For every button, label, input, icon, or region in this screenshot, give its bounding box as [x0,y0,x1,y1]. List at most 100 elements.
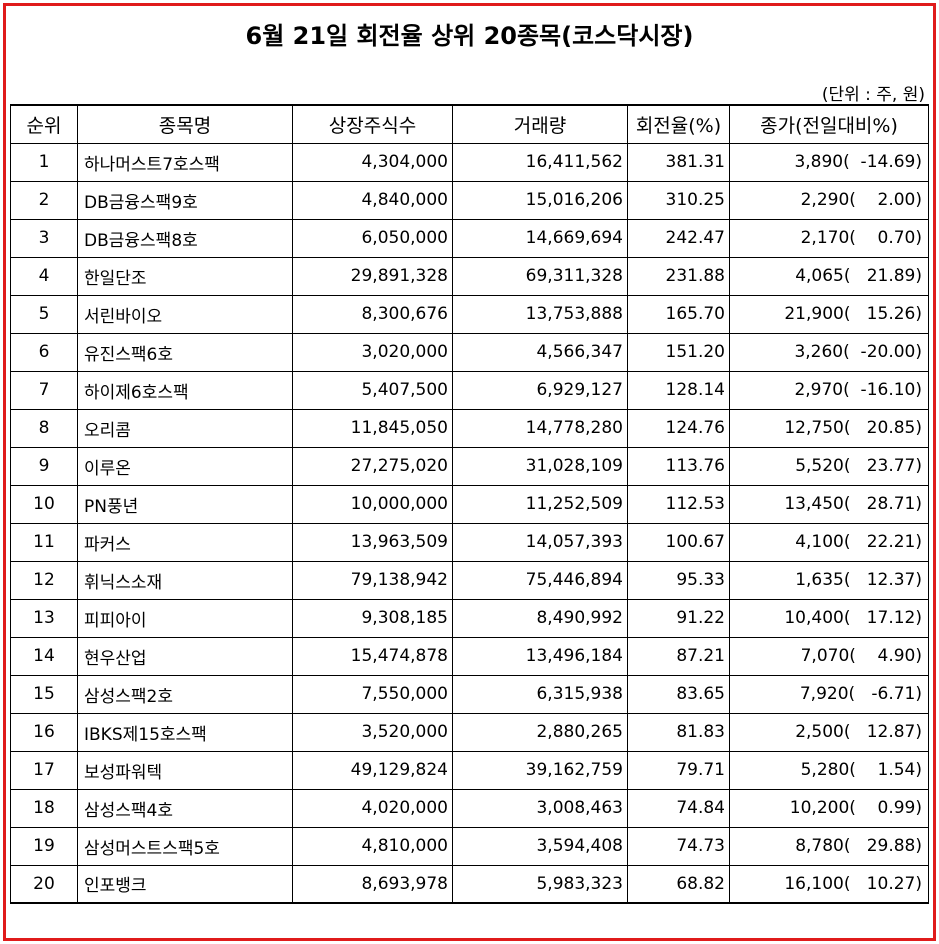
turnover-cell: 74.73 [627,826,730,866]
volume-cell: 16,411,562 [452,142,628,182]
volume-cell: 14,778,280 [452,408,628,448]
turnover-cell: 231.88 [627,256,730,296]
volume-cell: 3,008,463 [452,788,628,828]
name-cell: 파커스 [77,522,293,562]
turnover-cell: 83.65 [627,674,730,714]
name-cell: 피피아이 [77,598,293,638]
listed-shares-cell: 8,300,676 [292,294,453,334]
volume-cell: 14,057,393 [452,522,628,562]
table-row: 6 유진스팩6호 3,020,000 4,566,347 151.20 3,260( -2… [10,332,929,372]
name-cell: 현우산업 [77,636,293,676]
close-price-cell: 13,450( 28.71) [729,484,929,524]
rank-cell: 11 [10,522,78,562]
name-cell: 삼성머스트스팩5호 [77,826,293,866]
table-row: 15 삼성스팩2호 7,550,000 6,315,938 83.65 7,920( -6… [10,674,929,714]
rank-cell: 20 [10,864,78,904]
listed-shares-cell: 6,050,000 [292,218,453,258]
name-cell: 유진스팩6호 [77,332,293,372]
close-price-cell: 7,070( 4.90) [729,636,929,676]
close-price-cell: 2,170( 0.70) [729,218,929,258]
table-row: 18 삼성스팩4호 4,020,000 3,008,463 74.84 10,200( 0… [10,788,929,828]
volume-cell: 31,028,109 [452,446,628,486]
volume-cell: 11,252,509 [452,484,628,524]
close-price-cell: 3,890( -14.69) [729,142,929,182]
table-row: 1 하나머스트7호스팩 4,304,000 16,411,562 381.31 3,890… [10,142,929,182]
name-cell: DB금융스팩9호 [77,180,293,220]
close-price-cell: 5,520( 23.77) [729,446,929,486]
volume-cell: 4,566,347 [452,332,628,372]
table-row: 4 한일단조 29,891,328 69,311,328 231.88 4,065( 21… [10,256,929,296]
listed-shares-cell: 4,304,000 [292,142,453,182]
rank-cell: 19 [10,826,78,866]
rank-cell: 4 [10,256,78,296]
volume-cell: 14,669,694 [452,218,628,258]
page-title: 6월 21일 회전율 상위 20종목(코스닥시장) [245,22,694,50]
listed-shares-cell: 13,963,509 [292,522,453,562]
turnover-cell: 91.22 [627,598,730,638]
table-row: 10 PN풍년 10,000,000 11,252,509 112.53 13,450( … [10,484,929,524]
turnover-table: 순위 종목명 상장주식수 거래량 회전율(%) 종가(전일대비%) 1 하나머스트… [10,104,929,904]
listed-shares-cell: 11,845,050 [292,408,453,448]
volume-cell: 6,929,127 [452,370,628,410]
name-cell: 삼성스팩2호 [77,674,293,714]
rank-cell: 2 [10,180,78,220]
table-header-row: 순위 종목명 상장주식수 거래량 회전율(%) 종가(전일대비%) [10,104,929,144]
close-price-cell: 8,780( 29.88) [729,826,929,866]
table-row: 8 오리콤 11,845,050 14,778,280 124.76 12,750( 20… [10,408,929,448]
close-price-cell: 4,100( 22.21) [729,522,929,562]
name-cell: PN풍년 [77,484,293,524]
turnover-cell: 112.53 [627,484,730,524]
turnover-cell: 100.67 [627,522,730,562]
table-row: 17 보성파워텍 49,129,824 39,162,759 79.71 5,280( 1… [10,750,929,790]
turnover-cell: 165.70 [627,294,730,334]
column-header-name: 종목명 [77,104,293,144]
close-price-cell: 7,920( -6.71) [729,674,929,714]
volume-cell: 8,490,992 [452,598,628,638]
volume-cell: 13,496,184 [452,636,628,676]
table-row: 16 IBKS제15호스팩 3,520,000 2,880,265 81.83 2,500… [10,712,929,752]
close-price-cell: 10,200( 0.99) [729,788,929,828]
close-price-cell: 2,970( -16.10) [729,370,929,410]
volume-cell: 69,311,328 [452,256,628,296]
name-cell: 휘닉스소재 [77,560,293,600]
close-price-cell: 12,750( 20.85) [729,408,929,448]
name-cell: 인포뱅크 [77,864,293,904]
rank-cell: 9 [10,446,78,486]
turnover-cell: 74.84 [627,788,730,828]
table-row: 12 휘닉스소재 79,138,942 75,446,894 95.33 1,635( 1… [10,560,929,600]
turnover-cell: 81.83 [627,712,730,752]
table-row: 20 인포뱅크 8,693,978 5,983,323 68.82 16,100( 10.… [10,864,929,904]
turnover-cell: 124.76 [627,408,730,448]
name-cell: 서린바이오 [77,294,293,334]
volume-cell: 5,983,323 [452,864,628,904]
close-price-cell: 3,260( -20.00) [729,332,929,372]
name-cell: IBKS제15호스팩 [77,712,293,752]
table-row: 2 DB금융스팩9호 4,840,000 15,016,206 310.25 2,290(… [10,180,929,220]
volume-cell: 13,753,888 [452,294,628,334]
red-border-frame [3,3,936,941]
rank-cell: 5 [10,294,78,334]
listed-shares-cell: 5,407,500 [292,370,453,410]
table-row: 9 이루온 27,275,020 31,028,109 113.76 5,520( 23.… [10,446,929,486]
close-price-cell: 10,400( 17.12) [729,598,929,638]
listed-shares-cell: 9,308,185 [292,598,453,638]
table-row: 19 삼성머스트스팩5호 4,810,000 3,594,408 74.73 8,780(… [10,826,929,866]
rank-cell: 13 [10,598,78,638]
volume-cell: 75,446,894 [452,560,628,600]
close-price-cell: 2,500( 12.87) [729,712,929,752]
rank-cell: 12 [10,560,78,600]
volume-cell: 6,315,938 [452,674,628,714]
listed-shares-cell: 3,520,000 [292,712,453,752]
listed-shares-cell: 29,891,328 [292,256,453,296]
column-header-listed-shares: 상장주식수 [292,104,453,144]
listed-shares-cell: 8,693,978 [292,864,453,904]
listed-shares-cell: 4,020,000 [292,788,453,828]
column-header-close: 종가(전일대비%) [729,104,929,144]
listed-shares-cell: 27,275,020 [292,446,453,486]
turnover-cell: 68.82 [627,864,730,904]
close-price-cell: 21,900( 15.26) [729,294,929,334]
listed-shares-cell: 10,000,000 [292,484,453,524]
turnover-cell: 151.20 [627,332,730,372]
close-price-cell: 5,280( 1.54) [729,750,929,790]
table-row: 3 DB금융스팩8호 6,050,000 14,669,694 242.47 2,170(… [10,218,929,258]
